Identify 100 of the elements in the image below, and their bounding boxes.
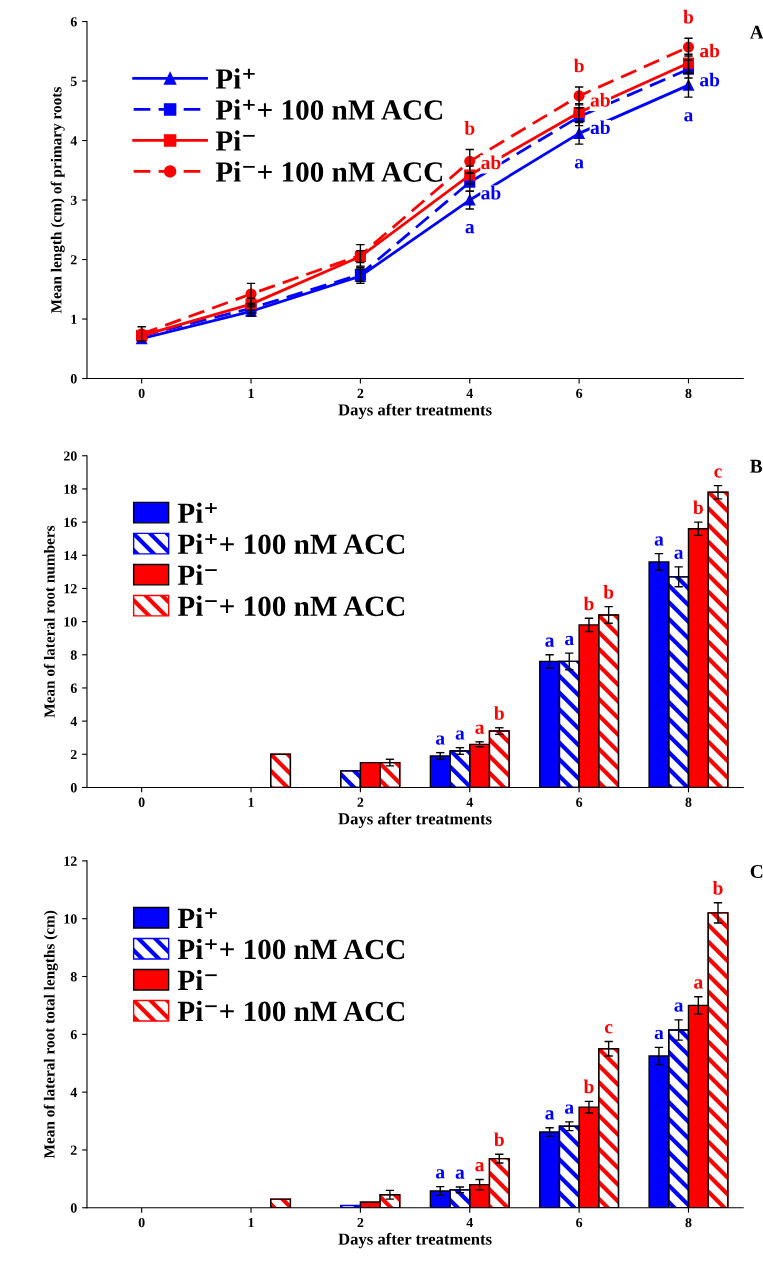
data-label: a	[694, 979, 703, 989]
data-label: ab	[700, 43, 720, 58]
y-tick-label: 2	[70, 255, 77, 265]
data-label: ab	[590, 120, 610, 135]
data-label: a	[565, 635, 574, 646]
data-label: a	[654, 536, 664, 546]
legend-label: Pi⁺	[177, 502, 217, 523]
legend-label: Pi⁺+ 100 nM ACC	[215, 99, 442, 120]
data-label: b	[494, 1132, 504, 1147]
x-tick-label: 2	[357, 388, 364, 398]
data-label: b	[693, 500, 703, 515]
x-tick-label: 1	[248, 388, 254, 398]
x-axis-title: Days after treatments	[338, 812, 492, 828]
y-tick-label: 20	[63, 451, 77, 461]
y-tick-label: 2	[70, 1145, 77, 1155]
y-tick-label: 4	[70, 136, 77, 146]
legend-label: Pi⁻	[177, 564, 217, 585]
legend-label: Pi⁻+ 100 nM ACC	[177, 595, 405, 617]
x-tick-label: 4	[466, 388, 473, 398]
y-tick-label: 1	[71, 314, 77, 324]
y-axis-title: Mean length (cm) of primary roots	[50, 87, 65, 314]
data-label: a	[545, 637, 555, 647]
y-axis-title: Mean of lateral root total lengths (cm)	[43, 910, 58, 1159]
chart-title: C	[750, 864, 763, 879]
data-label: ab	[481, 185, 501, 200]
chart-title: A	[749, 25, 763, 39]
data-label: a	[674, 549, 684, 559]
x-tick-label: 4	[466, 1217, 473, 1228]
chart-title: B	[750, 459, 763, 473]
data-label: a	[565, 1104, 574, 1114]
legend-label: Pi⁺	[177, 907, 217, 928]
data-label: ab	[481, 155, 501, 170]
x-tick-label: 8	[685, 1217, 692, 1228]
data-label: b	[583, 1079, 594, 1094]
legend-label: Pi⁺+ 100 nM ACC	[177, 938, 405, 960]
x-tick-label: 2	[357, 797, 364, 807]
x-tick-label: 6	[576, 388, 583, 399]
y-tick-label: 0	[70, 783, 77, 793]
x-tick-label: 0	[138, 1217, 145, 1228]
legend-label: Pi⁺+ 100 nM ACC	[177, 533, 405, 555]
y-tick-label: 6	[70, 1029, 77, 1040]
y-tick-label: 12	[64, 856, 77, 866]
y-tick-label: 8	[70, 972, 77, 982]
y-tick-label: 5	[70, 76, 77, 86]
data-label: b	[573, 58, 584, 73]
y-tick-label: 16	[64, 517, 77, 528]
x-tick-label: 2	[357, 1217, 364, 1228]
y-tick-label: 0	[70, 374, 77, 384]
legend-label: Pi⁻+ 100 nM ACC	[177, 1000, 405, 1022]
y-tick-label: 3	[70, 195, 77, 205]
y-tick-label: 18	[64, 484, 77, 494]
x-tick-label: 0	[138, 388, 145, 399]
x-axis-title: Days after treatments	[338, 1232, 492, 1249]
data-label: a	[475, 1162, 485, 1172]
y-tick-label: 2	[70, 749, 77, 760]
data-label: a	[435, 735, 445, 745]
data-label: b	[712, 881, 723, 895]
x-tick-label: 4	[466, 797, 473, 807]
legend-label: Pi⁺	[215, 68, 255, 89]
x-tick-label: 8	[685, 797, 692, 807]
data-label: a	[435, 1169, 445, 1179]
data-label: a	[654, 1029, 664, 1040]
y-tick-label: 10	[64, 914, 77, 924]
x-tick-label: 6	[576, 797, 583, 807]
data-label: c	[714, 468, 722, 478]
legend-label: Pi⁻+ 100 nM ACC	[215, 161, 442, 182]
data-label: b	[603, 585, 614, 599]
y-tick-label: 12	[64, 584, 77, 594]
y-axis-title: Mean of lateral root numbers	[43, 525, 55, 718]
legend-label: Pi⁻	[215, 130, 255, 151]
y-tick-label: 6	[70, 683, 77, 693]
data-label: b	[494, 706, 504, 720]
y-tick-label: 8	[70, 650, 77, 660]
data-label: a	[545, 1110, 555, 1120]
data-label: a	[455, 1169, 465, 1179]
y-tick-label: 14	[64, 550, 77, 561]
data-label: b	[583, 596, 594, 611]
data-label: a	[465, 224, 475, 234]
x-axis-title: Days after treatments	[338, 403, 492, 419]
data-label: a	[455, 730, 465, 740]
y-tick-label: 0	[70, 1203, 77, 1213]
data-label: a	[475, 724, 485, 734]
x-tick-label: 8	[685, 388, 692, 399]
x-tick-label: 1	[248, 797, 254, 807]
data-label: a	[574, 159, 584, 169]
y-tick-label: 10	[64, 617, 77, 627]
legend-label: Pi⁻	[177, 969, 217, 990]
x-tick-label: 1	[248, 1217, 254, 1228]
x-tick-label: 6	[576, 1217, 583, 1228]
y-tick-label: 4	[70, 716, 77, 726]
data-label: b	[683, 9, 694, 24]
data-label: a	[674, 1002, 684, 1012]
data-label: c	[604, 1024, 613, 1034]
data-label: ab	[590, 93, 610, 107]
data-label: b	[464, 121, 475, 135]
data-label: a	[684, 112, 694, 122]
y-tick-label: 4	[70, 1087, 77, 1097]
x-tick-label: 0	[138, 797, 145, 807]
data-label: ab	[700, 72, 720, 87]
y-tick-label: 6	[70, 17, 77, 27]
